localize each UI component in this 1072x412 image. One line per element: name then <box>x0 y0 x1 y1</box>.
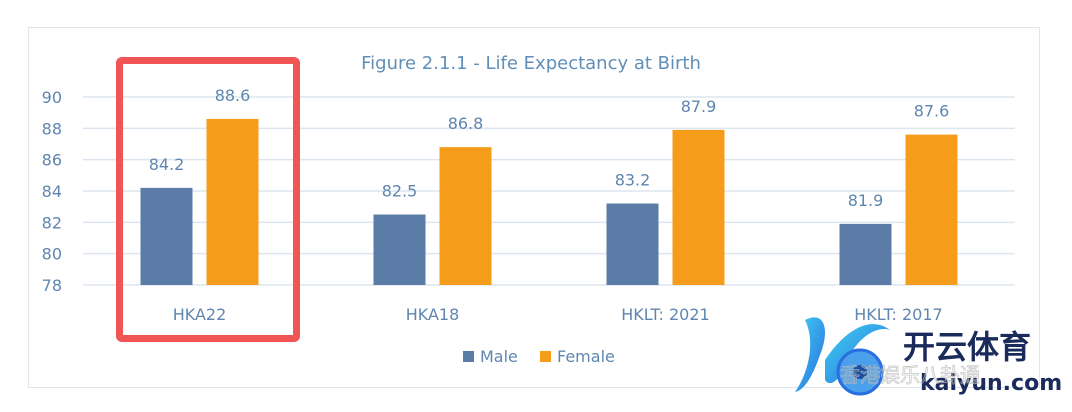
data-label: 88.6 <box>215 86 251 105</box>
legend-swatch-male <box>463 351 474 362</box>
y-tick-label: 84 <box>42 182 62 201</box>
bar-female <box>672 129 725 285</box>
data-label: 82.5 <box>382 182 418 201</box>
bar-male <box>140 187 193 285</box>
svg-text:kaiyun.com: kaiyun.com <box>920 371 1062 396</box>
legend-swatch-female <box>540 351 551 362</box>
bar-female <box>905 134 958 285</box>
bar-male <box>373 214 426 285</box>
svg-text:开云体育: 开云体育 <box>903 328 1031 366</box>
data-label: 83.2 <box>615 171 651 190</box>
data-label: 81.9 <box>848 191 884 210</box>
x-tick-label: HKLT: 2021 <box>621 305 709 324</box>
chart-title: Figure 2.1.1 - Life Expectancy at Birth <box>361 53 701 74</box>
y-tick-label: 86 <box>42 151 62 170</box>
x-tick-label: HKLT: 2017 <box>854 305 942 324</box>
x-tick-label: HKA18 <box>406 305 460 324</box>
bar-male <box>606 203 659 285</box>
bar-female <box>439 147 492 285</box>
y-tick-label: 88 <box>42 119 62 138</box>
legend-label-male: Male <box>480 347 518 366</box>
data-label: 86.8 <box>448 114 484 133</box>
svg-text:香港娱乐八卦通: 香港娱乐八卦通 <box>840 363 980 387</box>
y-tick-label: 78 <box>42 276 62 295</box>
bar-female <box>206 118 259 285</box>
kaiyun-watermark-logo: 开云体育 kaiyun.com 香港娱乐八卦通 <box>795 317 1062 396</box>
y-tick-label: 82 <box>42 213 62 232</box>
data-label: 87.6 <box>914 102 950 121</box>
y-tick-label: 80 <box>42 245 62 264</box>
data-label: 84.2 <box>149 155 185 174</box>
legend-label-female: Female <box>557 347 615 366</box>
data-label: 87.9 <box>681 97 717 116</box>
y-tick-label: 90 <box>42 88 62 107</box>
x-tick-label: HKA22 <box>173 305 227 324</box>
chart-frame <box>28 27 1040 388</box>
highlight-box <box>116 57 300 342</box>
bar-male <box>839 223 892 285</box>
